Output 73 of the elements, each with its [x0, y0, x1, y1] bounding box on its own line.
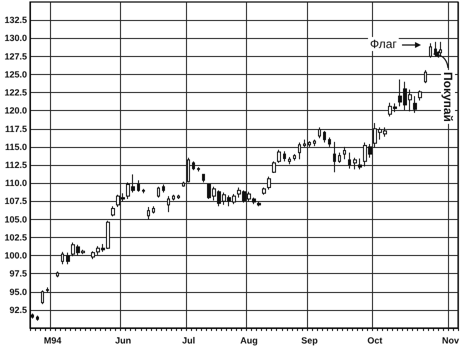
y-tick-label: 132.5	[4, 15, 27, 26]
candlestick	[172, 194, 175, 201]
x-tick-label: M94	[44, 336, 62, 346]
y-tick-label: 120.0	[4, 106, 27, 116]
candlestick	[41, 290, 44, 305]
candlestick	[182, 181, 185, 188]
candlestick	[318, 126, 321, 139]
candlestick	[262, 186, 266, 196]
candlestick	[424, 70, 427, 84]
candlestick	[36, 315, 39, 322]
annotation: Покупай	[441, 72, 455, 122]
candlestick	[267, 176, 271, 190]
candlestick	[323, 130, 326, 144]
candlestick	[298, 142, 301, 160]
y-tick-label: 107.5	[4, 196, 27, 206]
y-tick-label: 122.5	[4, 88, 27, 98]
candlestick	[429, 42, 432, 58]
candlestick	[56, 270, 59, 278]
y-tick-label: 97.5	[9, 268, 27, 279]
y-tick-label: 127.5	[4, 51, 27, 62]
y-tick-label: 117.5	[4, 124, 27, 134]
candlestick	[197, 166, 200, 172]
x-tick-label: Nov	[442, 336, 459, 346]
candlestick	[288, 156, 291, 165]
candlestick	[293, 154, 296, 162]
candlestick	[142, 188, 145, 194]
y-tick-label: 100.0	[4, 250, 27, 261]
candlestick	[348, 152, 351, 170]
candlestick	[111, 206, 115, 217]
candlestick	[167, 196, 170, 213]
y-tick-label: 112.5	[4, 160, 27, 170]
candlestick	[353, 157, 357, 170]
y-tick-label: 115.0	[4, 142, 27, 152]
candlestick	[328, 136, 331, 148]
candlestick	[202, 174, 205, 183]
candlestick	[439, 41, 442, 56]
candlestick	[308, 140, 311, 148]
y-tick-label: 92.5	[9, 304, 27, 315]
y-tick-label: 105.0	[4, 214, 27, 224]
candlestick	[66, 252, 70, 265]
candlestick	[413, 96, 417, 114]
x-tick-label: Aug	[240, 336, 258, 346]
y-tick-label: 125.0	[4, 69, 27, 80]
candlestick	[277, 149, 281, 164]
y-tick-label: 110.0	[4, 178, 27, 188]
candlestick	[418, 90, 422, 102]
x-tick-label: Jun	[115, 336, 132, 346]
x-tick-label: Sep	[301, 336, 318, 346]
candlestick	[303, 139, 306, 148]
candlestick	[152, 206, 155, 214]
candlestick	[177, 194, 180, 200]
candlestick	[343, 146, 346, 160]
x-tick-label: Oct	[367, 336, 382, 346]
candlestick	[137, 180, 140, 192]
candlestick	[272, 160, 276, 174]
candlestick	[333, 141, 336, 173]
candlestick	[162, 184, 165, 194]
candlestick	[313, 139, 316, 147]
candlestick	[187, 157, 190, 183]
candlestick	[283, 150, 286, 162]
y-tick-label: 102.5	[4, 232, 27, 242]
candlestick	[46, 286, 49, 293]
candlestick	[61, 251, 64, 265]
annotation: Флаг	[370, 37, 398, 51]
y-tick-label: 130.0	[4, 33, 27, 44]
candlestick	[338, 152, 341, 164]
candlestick	[358, 158, 362, 170]
y-tick-label: 95.0	[9, 286, 27, 297]
candlestick	[192, 160, 195, 171]
candlestick	[147, 206, 150, 220]
x-tick-label: Jul	[182, 336, 196, 346]
candlestick	[157, 186, 160, 198]
candlestick	[257, 201, 261, 207]
